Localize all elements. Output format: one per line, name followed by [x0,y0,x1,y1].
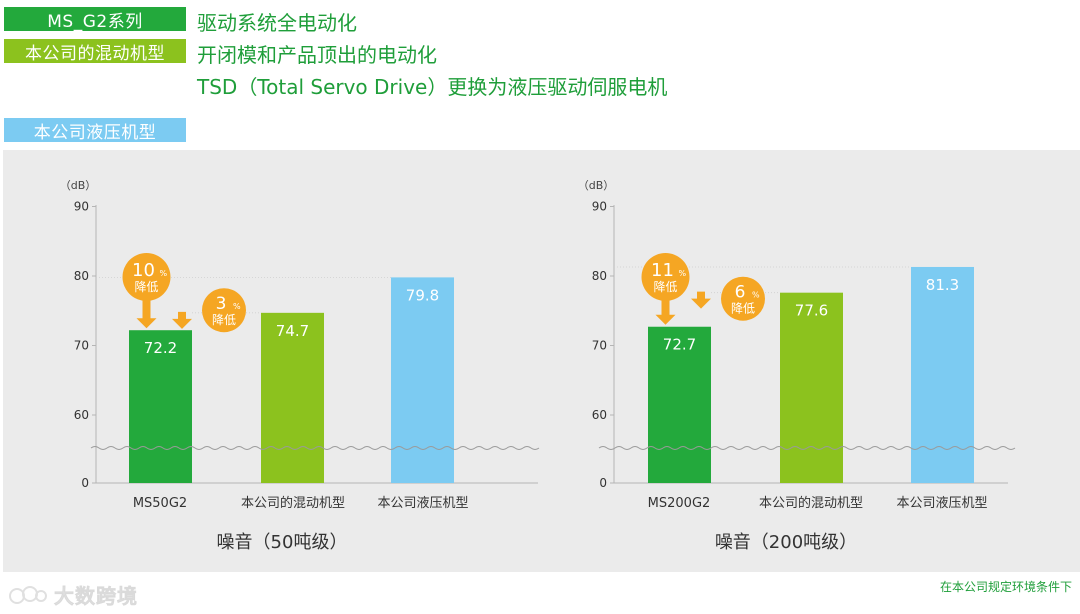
chart-2-axis-break [598,446,1016,450]
chart-1-tick-label-0: 0 [81,476,89,490]
chart-2-category-2: 本公司的混动机型 [759,495,863,511]
chart-1-reduction-arrow-1 [136,288,157,329]
noise-charts: （dB）06070809072.2MS50G274.7本公司的混动机型79.8本… [60,179,1016,553]
chart-1-bar-value-1: 72.2 [144,339,177,357]
chart-1-reduction-1-badge-percent: % [160,269,168,278]
chart-2-reduction-arrow-2 [691,291,711,309]
chart-1-bar-value-3: 79.8 [406,286,439,304]
chart-1-bar-value-2: 74.7 [276,322,309,340]
chart-1-bar-3 [391,277,454,483]
chart-2-reduction-2-badge [721,276,765,321]
chart-2-tick-label-60: 60 [592,408,607,422]
chart-1-tick-label-60: 60 [74,408,89,422]
legend-tag-ms-g2: MS_G2系列 [4,7,186,32]
chart-1-bar-2 [261,312,324,483]
watermark: 大数跨境 [8,580,138,609]
chart-1-axis-break [90,446,540,450]
legend-row-ms-g2: MS_G2系列 [4,7,186,32]
chart-2-tick-label-70: 70 [592,339,607,353]
chart-2-reduction-2-badge-label: 降低 [731,302,755,316]
chart-2-bar-value-3: 81.3 [926,276,959,294]
legend-tag-hybrid: 本公司的混动机型 [4,39,186,64]
chart-1-category-1: MS50G2 [133,496,187,511]
chart-2-bar-2 [780,292,843,483]
chart-2-ylabel: （dB） [578,179,615,192]
chart-2-bar-1 [648,326,711,483]
chart-1-bar-1 [129,330,192,483]
chart-2-reduction-1-badge-number: 11 [651,260,674,281]
legend-desc-hybrid-tsd: TSD（Total Servo Drive）更换为液压驱动伺服电机 [197,75,668,99]
chart-1-tick-label-80: 80 [74,269,89,283]
chart-panel: （dB） 0 60 70 80 90 72.2 MS50G2 74.7 本公司的混动机型 79.8 本… [3,150,1080,572]
chart-1-reduction-2-badge-percent: % [233,302,241,311]
chart-1-reduction-1-badge-number: 10 [132,260,155,281]
chart-2-reduction-2-badge-percent: % [752,291,760,300]
chart-2-category-1: MS200G2 [648,496,711,511]
chart-1-reduction-2-badge [202,288,246,333]
chart-1-xlabel: 噪音（50吨级） [217,532,348,553]
watermark-text: 大数跨境 [54,584,138,609]
chart-2-reduction-2-badge-number: 6 [735,283,746,303]
legend-desc-hybrid: 开闭模和产品顶出的电动化 [197,43,437,67]
chart-1-tick-label-90: 90 [74,200,89,214]
chart-2-bar-3 [911,266,974,483]
chart-2-reduction-arrow-1 [655,288,676,325]
chart-1-reduction-arrow-2 [172,311,192,329]
legend-desc-ms-g2: 驱动系统全电动化 [197,11,357,35]
chart-2-reduction-1-badge [641,253,690,301]
legend-row-hybrid: 本公司的混动机型 [4,39,186,64]
chart-2-bar-value-2: 77.6 [795,302,828,320]
chart-2-reduction-1-badge-percent: % [679,269,687,278]
footer-note: 在本公司规定环境条件下 [939,580,1072,594]
chart-2-tick-label-90: 90 [592,200,607,214]
chart-1-tick-label-70: 70 [74,339,89,353]
chart-1-category-3: 本公司液压机型 [377,496,468,511]
legend-row-hydraulic: 本公司液压机型 [4,118,186,143]
chart-2-xlabel: 噪音（200吨级） [715,532,857,553]
chart-1-reduction-1-badge-label: 降低 [134,280,158,294]
chart-2-tick-label-80: 80 [592,269,607,283]
chart-2-tick-label-0: 0 [599,476,607,490]
chart-1-category-2: 本公司的混动机型 [241,495,345,511]
chart-2-reduction-1-badge-label: 降低 [653,280,677,294]
chart-1-reduction-2-badge-number: 3 [216,294,227,314]
chart-2-category-3: 本公司液压机型 [896,496,987,511]
legend-tag-hydraulic: 本公司液压机型 [4,118,186,143]
chart-1-reduction-2-badge-label: 降低 [212,313,236,327]
chart-1-ylabel: （dB） [60,179,97,192]
chart-1-reduction-1-badge [122,253,171,301]
chart-2-bar-value-1: 72.7 [663,336,696,354]
watermark-logo-icon [9,585,47,604]
